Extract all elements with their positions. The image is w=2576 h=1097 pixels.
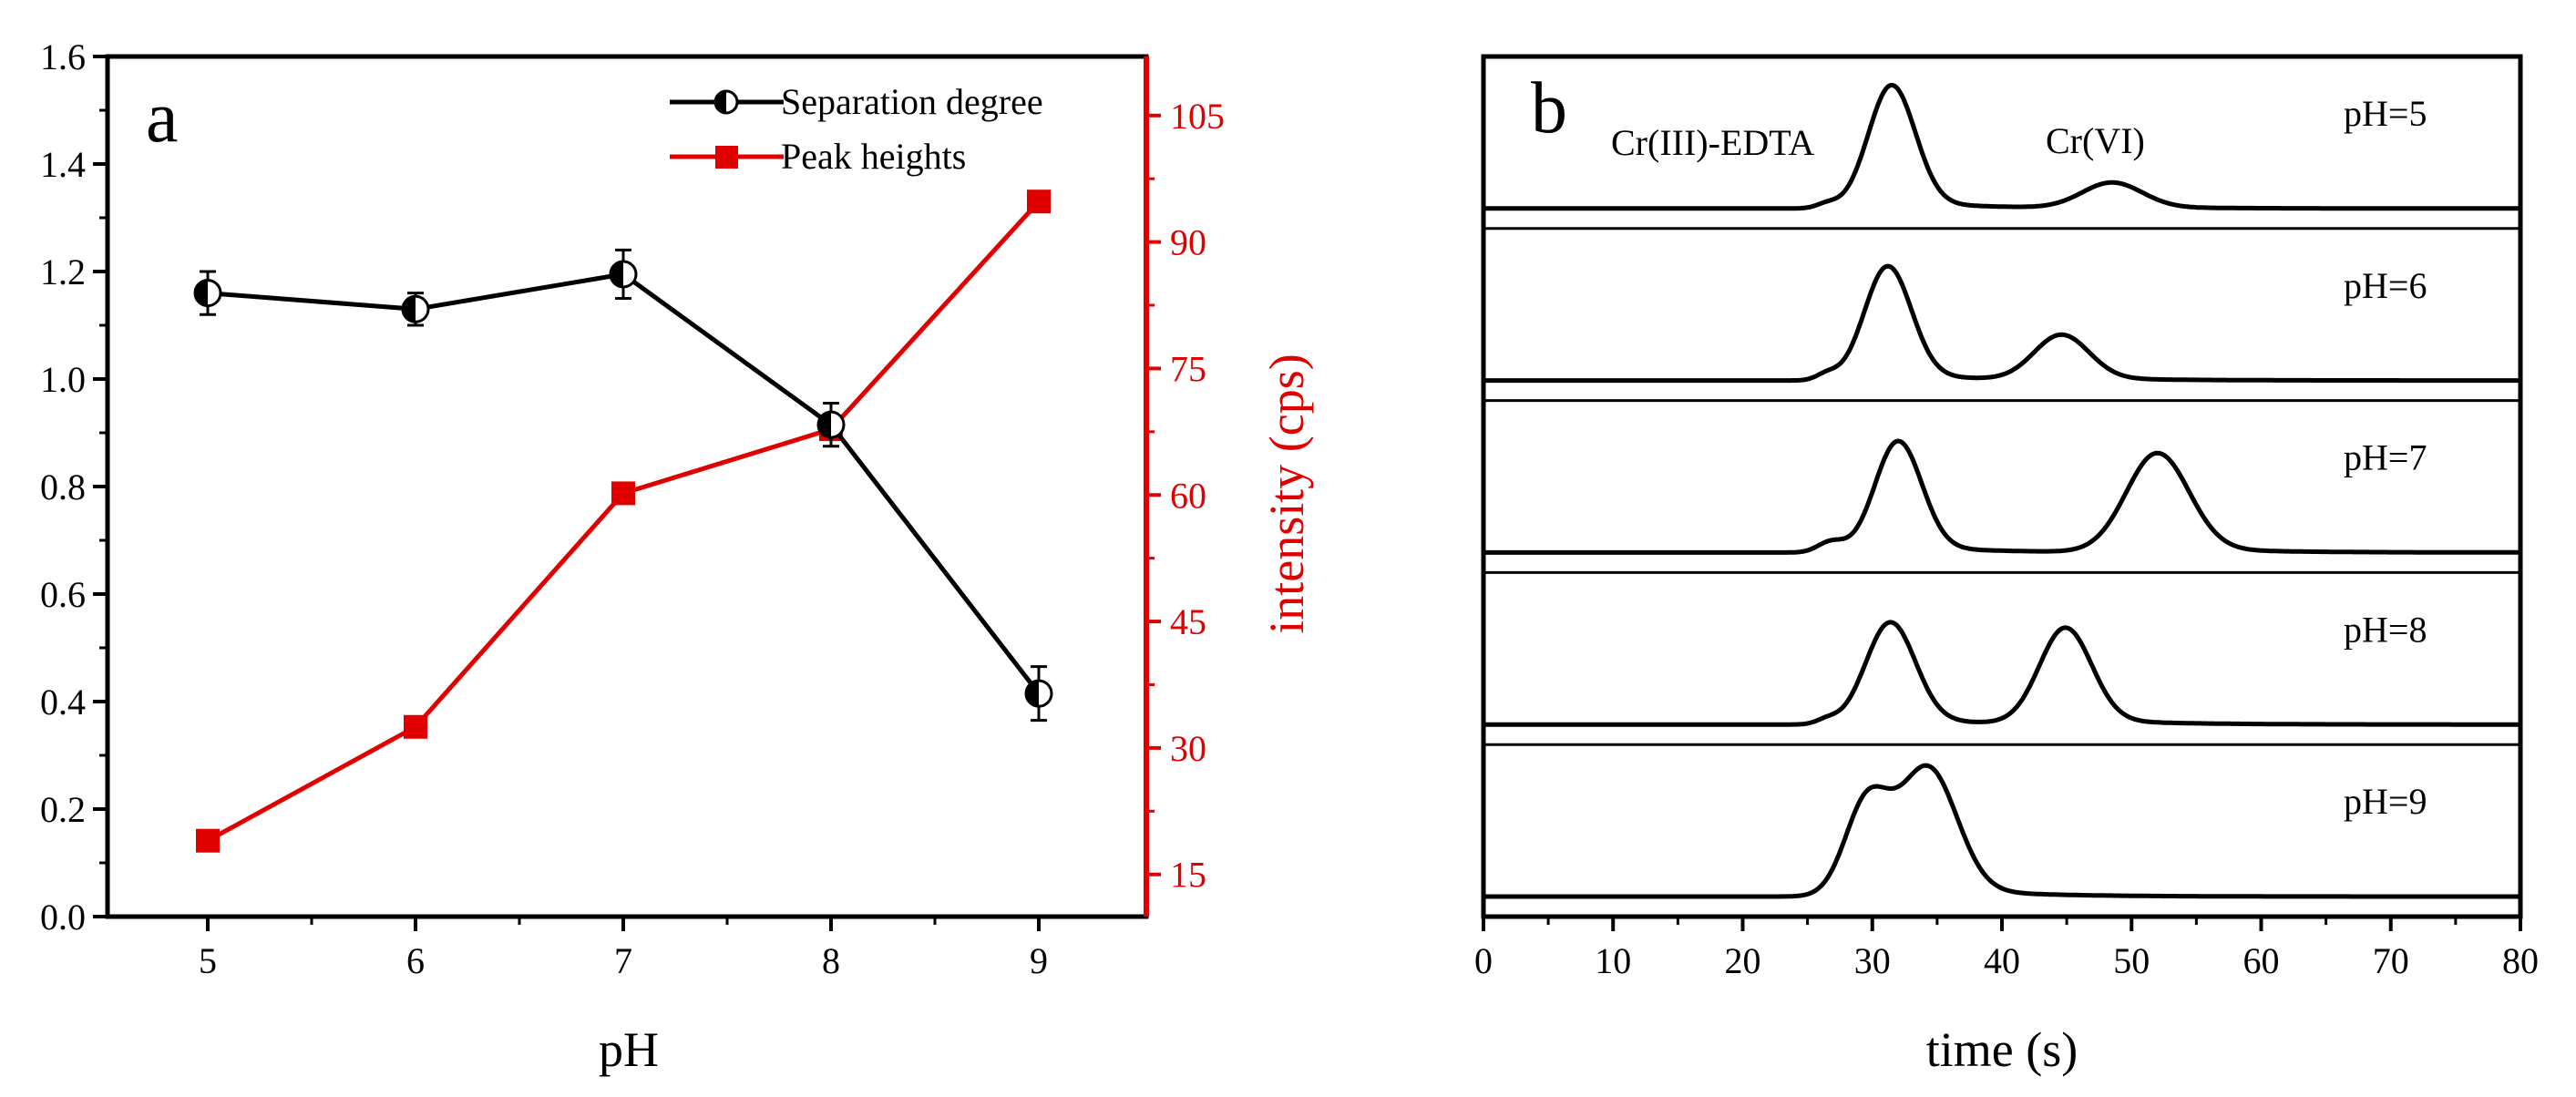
separation-degree-point-7	[609, 260, 638, 289]
panel-b-plot-frame	[1481, 54, 2523, 919]
b-x-tick-label-30: 30	[1854, 940, 1891, 981]
peak-heights-point-9	[1027, 190, 1051, 214]
separation-degree-point-9-fill	[1026, 681, 1039, 707]
peak-heights-point-5	[196, 828, 220, 853]
panel-a-ticks: 5 6 7 8 9 0.0 0.2 0.4 0.6 0.8 1.0 1.2 1.4 1.6 15 30 45 60…	[40, 36, 1225, 981]
a-y-right-tick-label-105: 105	[1170, 96, 1225, 137]
a-y-left-tick-label-0.4: 0.4	[40, 682, 86, 723]
panel-a-label: a	[146, 77, 179, 158]
trace-ph-8	[1483, 620, 2521, 727]
trace-ph-7	[1483, 438, 2521, 555]
b-x-tick-label-70: 70	[2373, 940, 2409, 981]
a-y-left-tick-label-1.0: 1.0	[40, 359, 86, 400]
legend-marker-separation-degree	[713, 89, 739, 115]
separation-degree-point-8	[816, 410, 846, 439]
b-x-tick-label-40: 40	[1984, 940, 2020, 981]
trace-label-ph-6: pH=6	[2344, 265, 2427, 306]
legend-half-circle-fill	[715, 91, 726, 113]
annotation-cr-vi: Cr(VI)	[2046, 120, 2145, 161]
trace-label-ph-9: pH=9	[2344, 781, 2427, 822]
separation-degree-point-6-fill	[403, 296, 416, 323]
panel-b-label: b	[1531, 68, 1567, 149]
panel-b-traces: pH=5 pH=6 pH=7 pH=8 pH=9	[1483, 83, 2521, 899]
trace-ph-9	[1483, 763, 2521, 899]
a-y-left-tick-label-0.8: 0.8	[40, 466, 86, 507]
panel-b: b Cr(III)-EDTA Cr(VI) time (s) 0 10 20 30 40…	[1474, 54, 2539, 1077]
a-y-left-tick-label-1.4: 1.4	[40, 144, 86, 185]
trace-label-ph-8: pH=8	[2344, 609, 2427, 650]
a-y-left-tick-label-0.6: 0.6	[40, 574, 86, 615]
separation-degree-point-7-fill	[611, 261, 623, 287]
a-x-tick-label-6: 6	[406, 940, 425, 981]
a-y-right-tick-label-75: 75	[1170, 348, 1206, 389]
trace-label-ph-5: pH=5	[2344, 93, 2427, 134]
panel-b-x-axis-label: time (s)	[1926, 1022, 2078, 1077]
a-y-left-tick-label-1.2: 1.2	[40, 251, 86, 292]
a-y-right-tick-label-45: 45	[1170, 601, 1206, 642]
b-x-tick-label-80: 80	[2502, 940, 2539, 981]
a-y-right-tick-label-15: 15	[1170, 855, 1206, 896]
a-x-tick-label-5: 5	[199, 940, 217, 981]
legend-marker-peak-heights	[715, 146, 738, 169]
b-x-tick-label-50: 50	[2113, 940, 2150, 981]
b-x-tick-label-60: 60	[2243, 940, 2280, 981]
a-y-left-tick-label-0.2: 0.2	[40, 789, 86, 830]
legend-half-circle	[713, 89, 739, 115]
b-x-tick-label-10: 10	[1595, 940, 1631, 981]
trace-ph-5	[1483, 83, 2521, 211]
a-x-tick-label-7: 7	[614, 940, 632, 981]
separation-degree-point-5-fill	[195, 280, 208, 306]
panel-a-right-axis-label: intensity (cps)	[1259, 354, 1314, 633]
separation-degree-point-6	[401, 294, 430, 323]
a-y-right-tick-label-90: 90	[1170, 222, 1206, 263]
peak-heights-point-6	[404, 714, 427, 739]
legend-label-peak-heights: Peak heights	[781, 136, 966, 177]
separation-degree-point-5	[193, 279, 222, 308]
b-x-tick-label-20: 20	[1725, 940, 1761, 981]
a-y-right-tick-label-30: 30	[1170, 728, 1206, 769]
panel-a: a pH intensity (cps) 5 6 7 8 9 0.0 0.2 0.4 0.6 0.…	[40, 36, 1314, 1077]
legend-label-separation-degree: Separation degree	[781, 81, 1043, 122]
trace-ph-6	[1483, 263, 2521, 384]
annotation-cr-iii-edta: Cr(III)-EDTA	[1611, 122, 1814, 163]
a-y-right-tick-label-60: 60	[1170, 475, 1206, 516]
a-y-left-tick-label-0.0: 0.0	[40, 897, 86, 938]
a-y-left-tick-label-1.6: 1.6	[40, 36, 86, 77]
panel-a-series	[193, 190, 1053, 853]
peak-heights-point-7	[611, 481, 635, 506]
separation-degree-point-8-fill	[818, 412, 831, 438]
separation-degree-point-9	[1024, 679, 1053, 708]
a-x-tick-label-9: 9	[1030, 940, 1048, 981]
b-x-tick-label-0: 0	[1474, 940, 1493, 981]
panel-a-x-axis-label: pH	[599, 1022, 659, 1077]
a-x-tick-label-8: 8	[822, 940, 840, 981]
panel-b-ticks: 0 10 20 30 40 50 60 70 80	[1474, 917, 2539, 981]
panel-a-legend: Separation degree Peak heights	[670, 81, 1043, 177]
trace-label-ph-7: pH=7	[2344, 437, 2427, 478]
